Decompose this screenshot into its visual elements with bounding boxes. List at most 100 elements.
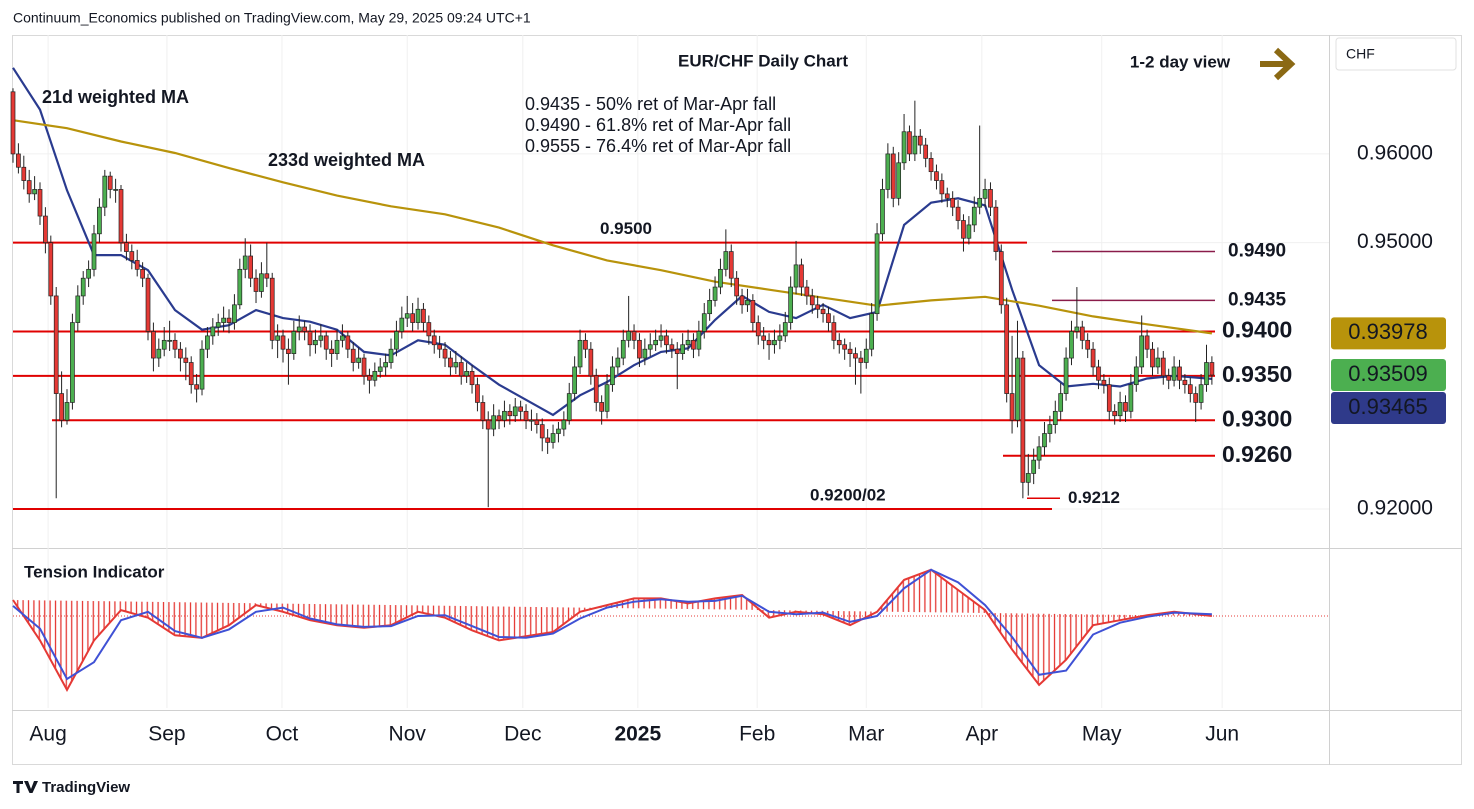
candle-body — [1182, 379, 1188, 386]
candle-body — [448, 357, 453, 368]
candle-body — [523, 410, 529, 421]
candle-body — [1031, 459, 1037, 474]
annotation: 0.9490 - 61.8% ret of Mar-Apr fall — [525, 115, 791, 135]
candle-body — [1112, 410, 1118, 417]
candle-body — [367, 375, 372, 381]
x-tick-label: Dec — [504, 723, 541, 746]
candle-body — [383, 362, 388, 368]
y-tick-label: 0.92000 — [1357, 496, 1433, 519]
y-tick-label: 0.95000 — [1357, 230, 1433, 253]
candle-body — [863, 348, 869, 363]
candle-body — [1128, 384, 1134, 412]
candle-body — [183, 357, 189, 363]
x-tick-label: Apr — [965, 723, 998, 746]
candle-body — [707, 300, 713, 315]
x-tick-label: Jun — [1205, 723, 1239, 746]
candle-body — [631, 331, 637, 341]
candle-body — [296, 326, 302, 332]
candle-body — [86, 268, 91, 279]
candle-body — [388, 348, 394, 363]
candle-body — [178, 348, 183, 359]
candle-body — [356, 357, 361, 363]
candle-body — [620, 339, 626, 359]
candle-body — [259, 273, 264, 292]
candle-body — [739, 295, 745, 306]
candle-body — [205, 335, 210, 350]
x-tick-label: Sep — [148, 723, 185, 746]
candle-body — [329, 348, 334, 354]
candle-body — [1187, 384, 1193, 394]
candle-body — [701, 313, 707, 332]
candle-body — [80, 277, 86, 297]
ma-label: 233d weighted MA — [268, 150, 425, 170]
candle-body — [26, 180, 32, 195]
candle-body — [118, 189, 124, 244]
candle-body — [340, 335, 345, 341]
candle-body — [475, 384, 480, 403]
candle-body — [545, 437, 550, 443]
candle-body — [1074, 326, 1080, 332]
candle-body — [512, 406, 518, 417]
candle-body — [129, 251, 135, 261]
view-label: 1-2 day view — [1130, 52, 1231, 71]
candle-body — [48, 242, 54, 297]
candle-body — [377, 366, 383, 372]
candle-body — [1171, 366, 1177, 381]
candle-body — [718, 268, 723, 288]
candle-body — [917, 135, 923, 146]
candle-body — [1193, 393, 1199, 403]
candle-body — [404, 313, 410, 319]
candle-body — [961, 220, 966, 239]
candle-body — [820, 308, 826, 315]
candle-body — [1085, 339, 1091, 350]
x-tick-label: May — [1082, 723, 1122, 746]
candle-body — [1025, 473, 1031, 483]
candle-body — [318, 335, 324, 341]
candle-body — [188, 362, 194, 386]
candle-body — [1177, 366, 1182, 381]
candle-body — [680, 344, 686, 354]
candle-body — [593, 375, 599, 403]
candle-body — [1150, 348, 1155, 368]
candle-body — [896, 162, 902, 199]
candle-body — [313, 339, 318, 346]
tension-line — [12, 568, 1213, 692]
candle-body — [847, 348, 853, 354]
candle-body — [43, 215, 48, 244]
currency: CHF — [1346, 46, 1375, 62]
candle-body — [691, 339, 696, 350]
candle-body — [836, 339, 842, 346]
candle-body — [793, 264, 799, 288]
x-tick-label: 2025 — [614, 723, 661, 746]
candle-body — [232, 304, 237, 323]
candle-body — [140, 268, 145, 279]
candle-body — [637, 339, 642, 359]
candle-body — [1209, 362, 1215, 376]
candle-body — [588, 348, 594, 377]
candle-body — [1004, 304, 1010, 394]
candle-body — [874, 233, 880, 315]
candle-body — [669, 344, 675, 350]
candle-body — [485, 419, 491, 430]
candle-body — [772, 339, 777, 346]
y-tick-label: 0.96000 — [1357, 141, 1433, 164]
candle-body — [1123, 402, 1128, 412]
candle-body — [712, 286, 718, 301]
candle-body — [1155, 357, 1161, 368]
candle-body — [431, 335, 437, 346]
candle-body — [113, 189, 118, 191]
candle-body — [172, 339, 178, 350]
candle-body — [626, 331, 631, 341]
candle-body — [269, 277, 275, 341]
candle-body — [529, 419, 534, 422]
candle-body — [826, 313, 831, 323]
candle-body — [215, 322, 221, 328]
candle-body — [107, 175, 113, 190]
candle-body — [842, 344, 848, 350]
candle-body — [275, 335, 280, 341]
candle-body — [674, 348, 680, 354]
candle-body — [982, 189, 988, 199]
candle-body — [1166, 375, 1172, 381]
candle-body — [988, 189, 993, 208]
